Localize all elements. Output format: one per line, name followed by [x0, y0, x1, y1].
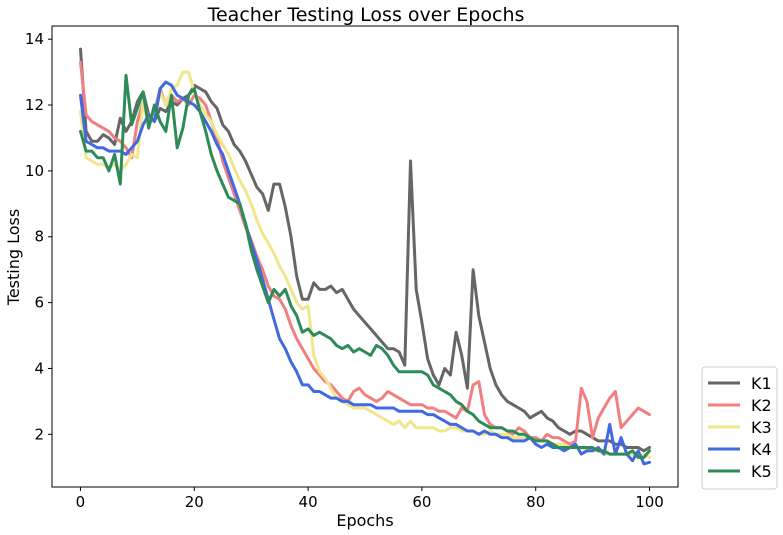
legend-label-k2: K2	[751, 396, 772, 415]
series-line-k2	[79, 60, 651, 446]
x-tick-label: 60	[412, 493, 431, 511]
x-axis-title: Epochs	[336, 511, 393, 530]
x-tick-label: 20	[185, 493, 204, 511]
y-tick-label: 4	[34, 359, 44, 377]
legend-label-k5: K5	[751, 462, 772, 481]
series-line-k4	[79, 80, 651, 466]
y-tick-label: 8	[34, 228, 44, 246]
y-axis-title: Testing Loss	[4, 209, 23, 306]
legend-label-k3: K3	[751, 418, 772, 437]
legend-label-k1: K1	[751, 374, 772, 393]
plot-area	[79, 47, 651, 466]
y-tick-label: 10	[25, 162, 44, 180]
legend-label-k4: K4	[751, 440, 772, 459]
y-tick-label: 6	[34, 294, 44, 312]
y-tick-label: 2	[34, 425, 44, 443]
x-tick-label: 0	[76, 493, 86, 511]
series-line-k5	[79, 73, 651, 459]
x-tick-label: 40	[299, 493, 318, 511]
plot-frame	[51, 25, 679, 488]
y-tick-label: 12	[25, 96, 44, 114]
chart-title: Teacher Testing Loss over Epochs	[207, 4, 525, 26]
series-line-k1	[79, 47, 651, 453]
y-axis: 2 4 6 8 10 12 14	[25, 30, 52, 443]
x-tick-label: 100	[635, 493, 664, 511]
y-tick-label: 14	[25, 30, 44, 48]
x-axis: 0 20 40 60 80 100	[76, 487, 664, 511]
x-tick-label: 80	[526, 493, 545, 511]
legend: K1 K2 K3 K4 K5	[701, 366, 778, 490]
